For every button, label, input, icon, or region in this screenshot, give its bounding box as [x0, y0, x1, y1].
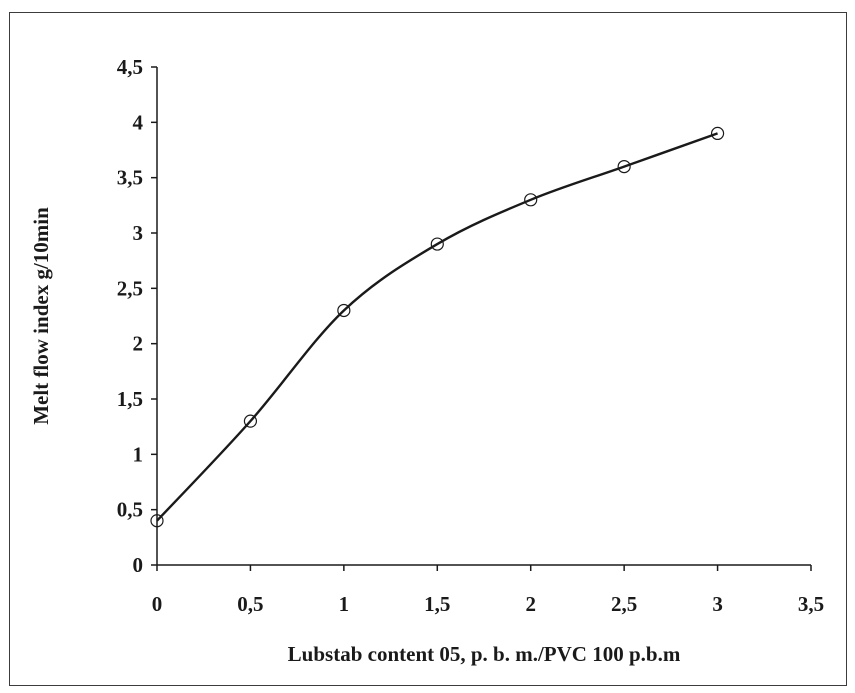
chart-frame: 0 0,5 1 1,5 2 2,5 3 3,5 4 4,5 0 0,5 1 1,5 2 2,5 3 3,5 Lub…	[9, 12, 847, 686]
y-tick-label: 1,5	[117, 387, 143, 411]
y-tick-label: 2,5	[117, 276, 143, 300]
data-point	[524, 193, 538, 207]
data-point	[150, 514, 164, 528]
data-point	[430, 237, 444, 251]
y-axis-title: Melt flow index g/10min	[29, 207, 53, 425]
y-tick-label: 3,5	[117, 166, 143, 190]
data-point	[710, 126, 725, 141]
chart-svg: 0 0,5 1 1,5 2 2,5 3 3,5 4 4,5 0 0,5 1 1,5 2 2,5 3 3,5 Lub…	[29, 55, 824, 666]
x-tick-label: 1	[339, 592, 350, 616]
x-tick-label: 0	[152, 592, 163, 616]
series-line	[156, 132, 718, 522]
x-tick-label: 2,5	[611, 592, 637, 616]
x-tick-label: 2	[525, 592, 536, 616]
x-tick-label: 1,5	[424, 592, 450, 616]
y-tick-label: 1	[133, 442, 144, 466]
data-point	[243, 414, 258, 428]
y-tick-label: 3	[133, 221, 144, 245]
y-tick-label: 2	[133, 332, 144, 356]
series	[150, 126, 725, 528]
data-point	[617, 160, 631, 174]
x-tick-label: 0,5	[237, 592, 263, 616]
x-tick-label: 3	[712, 592, 723, 616]
y-tick-label: 4,5	[117, 55, 143, 79]
y-tick-label: 4	[133, 110, 144, 134]
data-point	[337, 303, 351, 318]
y-tick-label: 0,5	[117, 498, 143, 522]
x-axis-title: Lubstab content 05, p. b. m./PVC 100 p.b…	[288, 642, 681, 666]
ticks: 0 0,5 1 1,5 2 2,5 3 3,5 4 4,5 0 0,5 1 1,5 2 2,5 3 3,5	[117, 55, 824, 616]
y-tick-label: 0	[133, 553, 144, 577]
x-tick-label: 3,5	[798, 592, 824, 616]
axes	[156, 67, 811, 566]
